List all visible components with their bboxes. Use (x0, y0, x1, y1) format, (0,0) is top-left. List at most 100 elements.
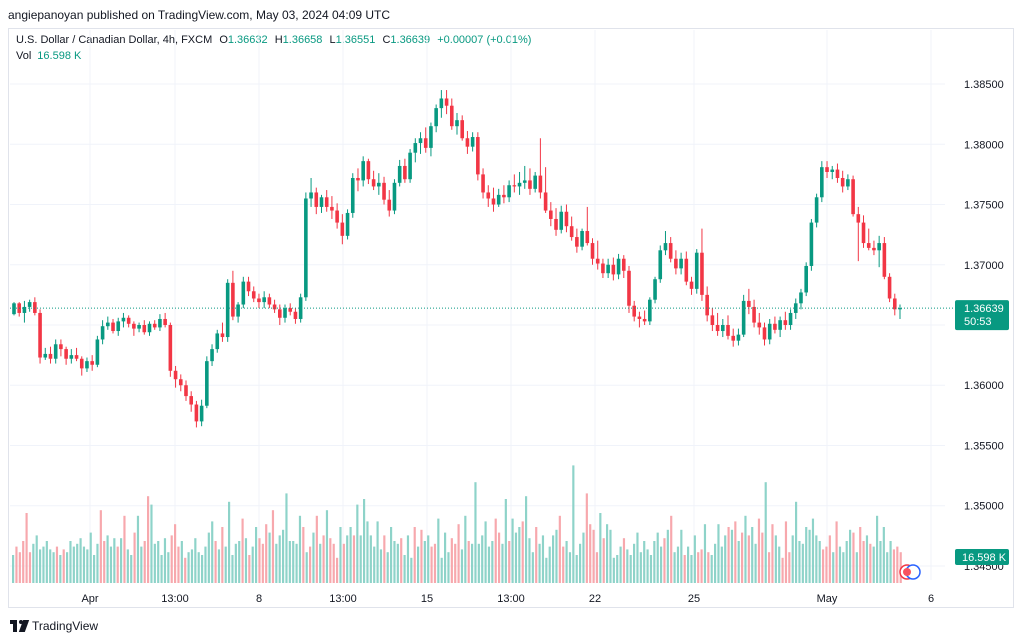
volume-bar (724, 535, 727, 583)
volume-bar (410, 557, 413, 583)
candle-body (330, 206, 334, 211)
candle-body (481, 174, 485, 193)
volume-bar (855, 552, 858, 583)
candle-body (262, 297, 266, 303)
volume-bar (103, 541, 106, 583)
candle-body (418, 138, 423, 144)
candle-body (616, 258, 621, 275)
volume-bar (541, 535, 545, 583)
volume-bar (190, 549, 194, 583)
volume-bar (221, 527, 224, 583)
volume-bar (487, 546, 491, 583)
x-tick-label: May (817, 593, 838, 605)
candle-body (220, 333, 225, 338)
x-tick-label: 25 (688, 593, 700, 605)
volume-bar (828, 535, 831, 583)
symbol-title[interactable]: U.S. Dollar / Canadian Dollar, 4h, FXCM (16, 34, 213, 46)
volume-bar (143, 541, 146, 583)
volume-bar (460, 549, 464, 583)
volume-bar (406, 535, 410, 583)
volume-bar (49, 549, 52, 583)
tradingview-logo-icon[interactable] (10, 620, 30, 632)
candle-body (132, 323, 136, 329)
volume-bar (751, 527, 754, 583)
volume-bar (501, 543, 504, 583)
volume-bar (683, 555, 686, 583)
candle-body (549, 210, 553, 219)
candle-body (38, 312, 42, 358)
volume-bar (66, 552, 69, 583)
candle-body (752, 306, 756, 323)
volume-bar (842, 552, 845, 583)
volume-bar (646, 549, 649, 583)
volume-bar (892, 549, 896, 583)
candle-body (569, 226, 574, 238)
volume-bar (690, 555, 693, 583)
volume-bar (747, 535, 750, 583)
volume-bar (764, 482, 767, 583)
y-tick-label: 1.35500 (964, 440, 1004, 452)
candle-body (22, 306, 27, 313)
volume-bar (612, 557, 615, 583)
candle-body (382, 182, 386, 200)
volume-bar (579, 543, 582, 583)
candle-body (439, 98, 444, 109)
volume-bar (599, 513, 602, 583)
volume-bar (687, 546, 690, 583)
candle-body (111, 322, 115, 332)
volume-bar (22, 541, 25, 583)
volume-bar (865, 535, 869, 583)
candle-body (496, 194, 501, 205)
volume-bar (481, 535, 484, 583)
price-badge-value: 1.36639 (964, 303, 1004, 315)
candle-body (267, 297, 272, 305)
candle-body (43, 353, 48, 358)
volume-bar (231, 555, 234, 583)
candle-body (856, 214, 861, 223)
candle-body (689, 281, 694, 289)
volume-bar (606, 524, 609, 583)
candle-body (340, 222, 345, 236)
candle-body (595, 258, 600, 264)
volume-bar (558, 515, 561, 583)
volume-bar (852, 532, 855, 583)
volume-bar (160, 555, 163, 583)
volume-bar (626, 549, 629, 583)
volume-label[interactable]: Vol (16, 50, 32, 62)
candle-body (225, 282, 230, 338)
candle-body (309, 192, 313, 199)
candle-body (324, 197, 329, 207)
volume-bar (649, 555, 653, 583)
open-value: 1.36632 (227, 34, 268, 46)
volume-bar (710, 555, 713, 583)
volume-bar (55, 546, 59, 583)
volume-bar (82, 546, 86, 583)
volume-bar (130, 555, 133, 583)
volume-bar (471, 543, 474, 583)
volume-bar (163, 538, 167, 583)
candle-body (788, 312, 793, 325)
volume-bar (444, 532, 447, 583)
volume-bar (356, 504, 359, 583)
volume-bar (39, 549, 42, 583)
volume-bar (25, 513, 28, 583)
candle-body (189, 396, 193, 405)
candle-body (606, 264, 610, 274)
volume-bar (268, 532, 271, 583)
volume-bar (700, 549, 703, 583)
volume-bar (18, 552, 21, 583)
volume-bar (525, 496, 528, 583)
candle-body (79, 358, 84, 369)
footer-brand[interactable]: TradingView (32, 619, 99, 633)
volume-bar (255, 527, 258, 583)
candle-body (575, 237, 579, 247)
candle-body (361, 161, 365, 181)
volume-bar (801, 543, 804, 583)
volume-bar (116, 546, 119, 583)
candle-body (408, 152, 412, 180)
volume-bar (808, 529, 811, 583)
volume-bar (680, 529, 683, 583)
volume-bar (248, 555, 251, 583)
candle-body (304, 198, 308, 298)
